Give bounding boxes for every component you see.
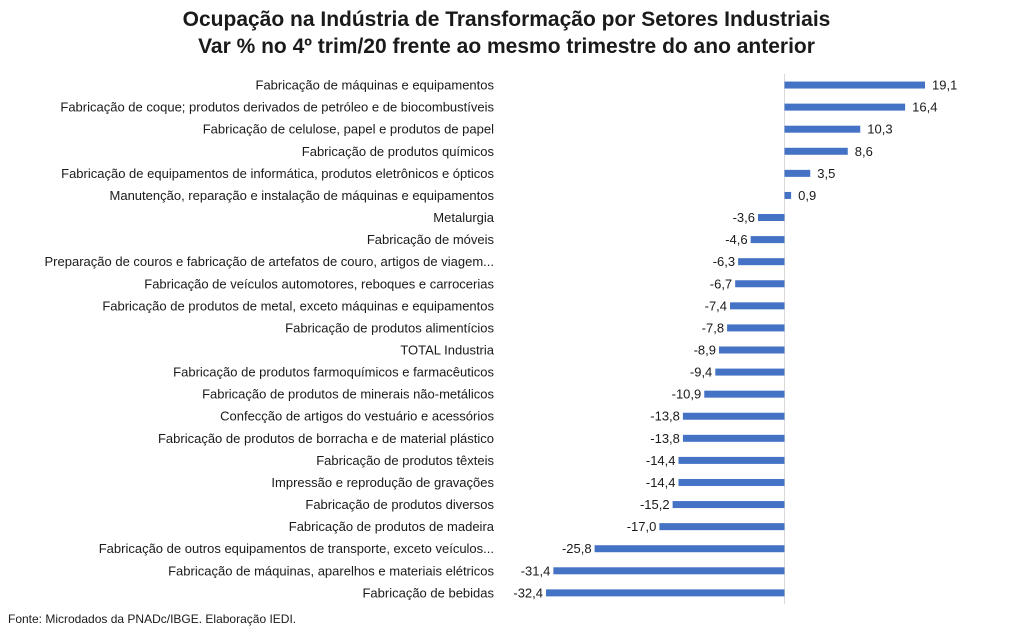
data-label: 0,9: [798, 188, 816, 203]
category-label: Fabricação de máquinas e equipamentos: [256, 78, 495, 93]
category-label: Fabricação de produtos de madeira: [289, 519, 495, 534]
category-label: Manutenção, reparação e instalação de má…: [110, 188, 495, 203]
category-label: Fabricação de máquinas, aparelhos e mate…: [168, 563, 494, 578]
data-label: 3,5: [817, 166, 835, 181]
bar: [735, 280, 785, 288]
category-label: Fabricação de produtos químicos: [302, 144, 495, 159]
category-label: Metalurgia: [433, 210, 494, 225]
category-label: Fabricação de produtos farmoquímicos e f…: [173, 365, 494, 380]
data-label: -25,8: [562, 541, 592, 556]
data-label: -17,0: [627, 519, 657, 534]
bar: [738, 258, 785, 266]
data-label: -31,4: [521, 563, 551, 578]
bar: [784, 147, 848, 155]
category-label: Confecção de artigos do vestuário e aces…: [220, 409, 494, 424]
bar: [727, 324, 785, 332]
data-label: -8,9: [694, 343, 716, 358]
category-label: Fabricação de coque; produtos derivados …: [60, 100, 494, 115]
chart-title-block: Ocupação na Indústria de Transformação p…: [0, 6, 1013, 60]
category-label: TOTAL Industria: [400, 343, 494, 358]
category-label: Fabricação de celulose, papel e produtos…: [203, 122, 494, 137]
category-label: Impressão e reprodução de gravações: [271, 475, 494, 490]
bar: [784, 81, 925, 89]
data-label: -14,4: [646, 453, 676, 468]
category-label: Fabricação de veículos automotores, rebo…: [144, 276, 494, 291]
data-label: 19,1: [932, 78, 957, 93]
data-label: -9,4: [690, 365, 712, 380]
bar: [718, 346, 785, 354]
bar: [546, 589, 785, 597]
category-label: Fabricação de produtos diversos: [305, 497, 494, 512]
category-label: Fabricação de produtos de metal, exceto …: [102, 298, 494, 313]
data-label: -13,8: [650, 431, 680, 446]
category-label: Fabricação de produtos alimentícios: [285, 320, 494, 335]
category-label: Fabricação de produtos têxteis: [316, 453, 494, 468]
data-label: -32,4: [513, 585, 543, 600]
bar: [678, 456, 785, 464]
data-label: -4,6: [725, 232, 747, 247]
category-label: Fabricação de equipamentos de informátic…: [61, 166, 494, 181]
data-label: -14,4: [646, 475, 676, 490]
chart-subtitle: Var % no 4º trim/20 frente ao mesmo trim…: [198, 35, 815, 58]
bar: [784, 125, 861, 133]
category-label: Fabricação de produtos de borracha e de …: [158, 431, 494, 446]
bar: [784, 103, 906, 111]
data-label: 8,6: [855, 144, 873, 159]
bar: [682, 412, 785, 420]
category-label: Preparação de couros e fabricação de art…: [45, 254, 494, 269]
bar: [553, 567, 785, 575]
bar: [784, 191, 792, 199]
data-label: -15,2: [640, 497, 670, 512]
data-label: 16,4: [912, 100, 937, 115]
category-label: Fabricação de produtos de minerais não-m…: [202, 387, 494, 402]
category-label: Fabricação de bebidas: [362, 585, 494, 600]
bar: [758, 214, 785, 222]
bar: [682, 434, 785, 442]
bar: [672, 501, 785, 509]
data-label: -6,7: [710, 276, 732, 291]
category-label: Fabricação de outros equipamentos de tra…: [99, 541, 494, 556]
data-label: -3,6: [733, 210, 755, 225]
bar: [784, 169, 811, 177]
bar: [715, 368, 785, 376]
bar: [678, 478, 785, 486]
category-label: Fabricação de móveis: [367, 232, 495, 247]
data-label: -13,8: [650, 409, 680, 424]
bar: [730, 302, 785, 310]
bar: [659, 523, 785, 531]
data-label: -7,4: [705, 298, 727, 313]
data-label: -10,9: [672, 387, 702, 402]
data-label: -7,8: [702, 320, 724, 335]
bar: [750, 236, 785, 244]
chart-title: Ocupação na Indústria de Transformação p…: [182, 8, 831, 31]
source-note: Fonte: Microdados da PNADc/IBGE. Elabora…: [8, 612, 297, 626]
data-label: -6,3: [713, 254, 735, 269]
data-label: 10,3: [867, 122, 892, 137]
bar: [594, 545, 785, 553]
bar: [704, 390, 785, 398]
